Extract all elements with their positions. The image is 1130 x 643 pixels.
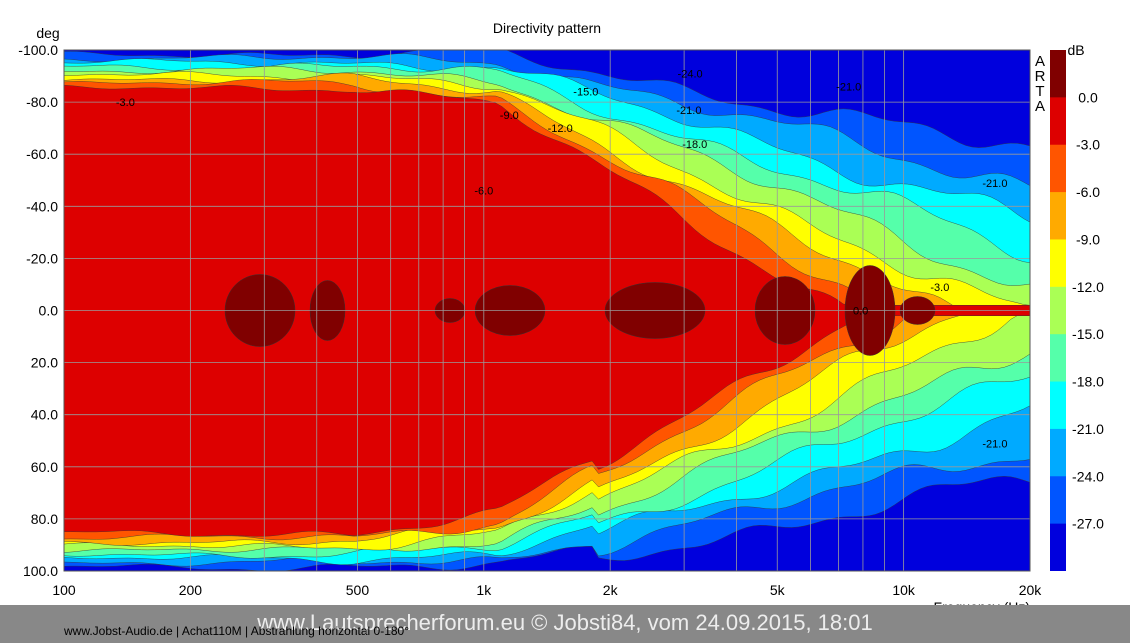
- colorbar-tick-label: -27.0: [1072, 516, 1104, 532]
- x-tick-label: 1k: [476, 582, 492, 598]
- colorbar-tick-label: -9.0: [1076, 231, 1100, 247]
- contour-label: -21.0: [982, 178, 1007, 190]
- colorbar-tick-label: -12.0: [1072, 279, 1104, 295]
- colorbar-tick-label: -21.0: [1072, 421, 1104, 437]
- plot-frame: [63, 49, 1031, 572]
- colorbar-tick-label: -3.0: [1076, 137, 1100, 153]
- colorbar-swatch: [1050, 50, 1066, 98]
- arta-letter: A: [1035, 53, 1045, 70]
- y-tick-label: 40.0: [31, 407, 58, 423]
- y-axis-label: deg: [36, 25, 59, 41]
- colorbar-swatch: [1050, 523, 1066, 571]
- arta-letter: A: [1035, 98, 1045, 115]
- x-tick-label: 500: [346, 582, 370, 598]
- y-tick-label: 0.0: [39, 303, 59, 319]
- colorbar-swatch: [1050, 428, 1066, 477]
- x-tick-label: 2k: [603, 582, 619, 598]
- y-tick-label: 80.0: [31, 511, 58, 527]
- colorbar: 0.0 -3.0 -6.0 -9.0 -12.0 -15.0 -18.0 -21.0 -24.0…: [1050, 50, 1104, 571]
- y-tick-label: -60.0: [26, 146, 58, 162]
- colorbar-tick-label: -18.0: [1072, 374, 1104, 390]
- colorbar-swatch: [1050, 192, 1066, 240]
- contour-label: -3.0: [116, 97, 135, 109]
- colorbar-unit-label: dB: [1067, 42, 1084, 58]
- y-tick-label: 20.0: [31, 355, 58, 371]
- contour-label: -24.0: [678, 68, 703, 80]
- colorbar-tick-label: -15.0: [1072, 326, 1104, 342]
- y-axis-ticks: -100.0 -80.0 -60.0 -40.0 -20.0 0.0 20.0 40.0 60.…: [18, 42, 58, 579]
- contour-bands: [64, 50, 1030, 571]
- contour-label: -3.0: [930, 282, 949, 294]
- colorbar-swatch: [1050, 144, 1066, 193]
- arta-letter: T: [1035, 83, 1044, 100]
- colorbar-tick-label: 0.0: [1078, 89, 1098, 105]
- arta-letter: R: [1035, 68, 1046, 85]
- colorbar-swatch: [1050, 97, 1066, 146]
- footer-bar: www.Lautsprecherforum.eu © Jobsti84, vom…: [0, 605, 1130, 643]
- contour-labels: -3.0 -9.0 -15.0 -12.0 -24.0 -21.0 -18.0 -6.0 -21…: [116, 68, 1008, 450]
- contour-label: -9.0: [500, 110, 519, 122]
- y-tick-label: -80.0: [26, 94, 58, 110]
- x-tick-label: 10k: [892, 582, 916, 598]
- contour-label: -12.0: [548, 123, 573, 135]
- colorbar-swatch: [1050, 239, 1066, 288]
- contour-label: -15.0: [573, 87, 598, 99]
- x-tick-label: 200: [179, 582, 203, 598]
- x-axis-ticks: 100 200 500 1k 2k 5k 10k 20k: [52, 582, 1042, 598]
- x-tick-label: 20k: [1019, 582, 1043, 598]
- contour-label: -21.0: [836, 81, 861, 93]
- y-tick-label: -100.0: [18, 42, 58, 58]
- chart-title: Directivity pattern: [493, 20, 601, 36]
- y-tick-label: -40.0: [26, 198, 58, 214]
- colorbar-tick-label: -6.0: [1076, 184, 1100, 200]
- contour-label: 0.0: [853, 306, 868, 318]
- contour-label: -18.0: [682, 139, 707, 151]
- grid-lines: [63, 49, 1031, 572]
- footer-caption: www.Jobst-Audio.de | Achat110M | Abstrah…: [64, 624, 410, 638]
- colorbar-swatch: [1050, 286, 1066, 335]
- colorbar-swatch: [1050, 334, 1066, 383]
- contour-label: -21.0: [676, 105, 701, 117]
- contour-label: -6.0: [474, 186, 493, 198]
- colorbar-swatch: [1050, 476, 1066, 525]
- y-tick-label: 100.0: [23, 563, 58, 579]
- x-tick-label: 5k: [770, 582, 786, 598]
- y-tick-label: -20.0: [26, 250, 58, 266]
- contour-label: -21.0: [982, 438, 1007, 450]
- x-tick-label: 100: [52, 582, 76, 598]
- y-tick-label: 60.0: [31, 459, 58, 475]
- colorbar-swatch: [1050, 381, 1066, 430]
- colorbar-tick-label: -24.0: [1072, 468, 1104, 484]
- watermark-text: www.Lautsprecherforum.eu © Jobsti84, vom…: [257, 610, 873, 635]
